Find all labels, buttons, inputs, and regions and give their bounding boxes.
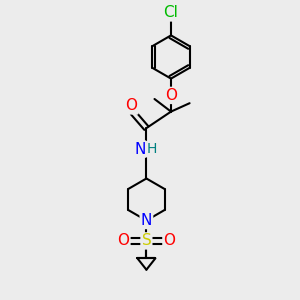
- Text: N: N: [141, 213, 152, 228]
- Text: O: O: [117, 233, 129, 248]
- Text: O: O: [165, 88, 177, 103]
- Text: S: S: [142, 233, 151, 248]
- Text: O: O: [125, 98, 137, 113]
- Text: O: O: [164, 233, 175, 248]
- Text: H: H: [147, 142, 157, 156]
- Text: Cl: Cl: [164, 5, 178, 20]
- Text: N: N: [134, 142, 146, 157]
